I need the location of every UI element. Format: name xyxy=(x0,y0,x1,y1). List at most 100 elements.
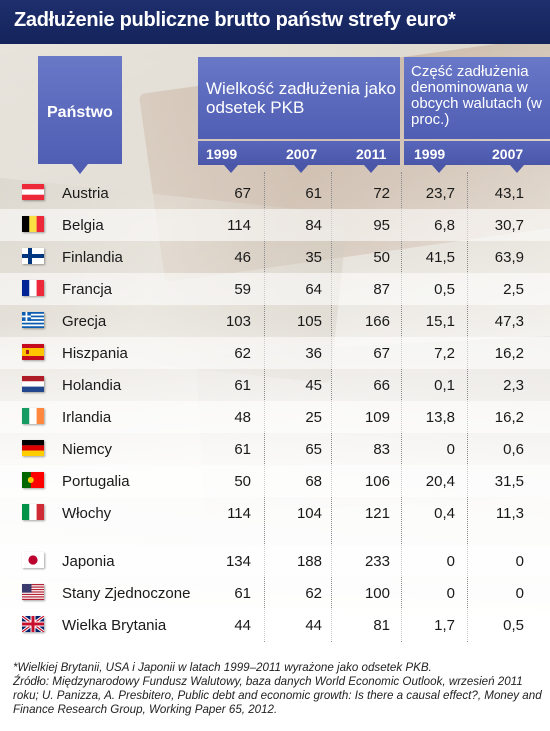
page-title: Zadłużenie publiczne brutto państw stref… xyxy=(0,0,550,44)
cell-debt-2011: 67 xyxy=(373,345,390,362)
cell-debt-2011: 50 xyxy=(373,249,390,266)
country-name: Portugalia xyxy=(62,473,130,490)
cell-fx-1999: 7,2 xyxy=(434,345,455,362)
cell-debt-2011: 166 xyxy=(364,313,390,330)
table-row: Irlandia 48 25 109 13,8 16,2 xyxy=(0,401,550,433)
netherlands-flag xyxy=(22,376,44,392)
cell-debt-2011: 95 xyxy=(373,217,390,234)
cell-fx-1999: 23,7 xyxy=(425,185,455,202)
country-name: Grecja xyxy=(62,313,107,330)
cell-fx-1999: 0,4 xyxy=(434,505,455,522)
country-name: Japonia xyxy=(62,553,115,570)
cell-fx-1999: 6,8 xyxy=(434,217,455,234)
cell-debt-1999: 114 xyxy=(227,217,251,234)
cell-debt-1999: 103 xyxy=(225,313,251,330)
fx-years-header: 1999 2007 xyxy=(404,141,550,173)
portugal-flag xyxy=(22,472,44,488)
cell-debt-2007: 104 xyxy=(296,505,322,522)
cell-debt-1999: 134 xyxy=(225,553,251,570)
table-row: Belgia 114 84 95 6,8 30,7 xyxy=(0,209,550,241)
cell-fx-2007: 0,5 xyxy=(503,617,524,634)
table-row: Austria 67 61 72 23,7 43,1 xyxy=(0,177,550,209)
country-name: Belgia xyxy=(62,217,104,234)
cell-debt-1999: 67 xyxy=(234,185,251,202)
cell-debt-2011: 233 xyxy=(364,553,390,570)
cell-fx-1999: 0 xyxy=(446,585,455,602)
cell-debt-2007: 84 xyxy=(305,217,322,234)
cell-debt-2011: 106 xyxy=(364,473,390,490)
cell-debt-2007: 68 xyxy=(305,473,322,490)
cell-fx-2007: 30,7 xyxy=(494,217,524,234)
cell-debt-2007: 105 xyxy=(296,313,322,330)
cell-fx-2007: 0 xyxy=(515,585,524,602)
footnote: *Wielkiej Brytanii, USA i Japonii w lata… xyxy=(13,661,543,717)
cell-debt-2007: 61 xyxy=(305,185,322,202)
cell-debt-1999: 114 xyxy=(227,505,251,522)
cell-fx-1999: 41,5 xyxy=(425,249,455,266)
cell-fx-2007: 63,9 xyxy=(494,249,524,266)
country-name: Holandia xyxy=(62,377,122,394)
france-flag xyxy=(22,280,44,296)
cell-debt-2007: 65 xyxy=(305,441,322,458)
footnote-source: Źródło: Międzynarodowy Fundusz Walutowy,… xyxy=(13,675,542,716)
belgium-flag xyxy=(22,216,44,232)
cell-fx-1999: 0,1 xyxy=(434,377,455,394)
country-column-header: Państwo xyxy=(38,56,122,174)
cell-debt-1999: 61 xyxy=(234,441,251,458)
table-row: Niemcy 61 65 83 0 0,6 xyxy=(0,433,550,465)
country-name: Hiszpania xyxy=(62,345,128,362)
cell-debt-1999: 50 xyxy=(234,473,251,490)
table-row: Hiszpania 62 36 67 7,2 16,2 xyxy=(0,337,550,369)
year-header: 2007 xyxy=(492,146,524,162)
table-row: Japonia 134 188 233 0 0 xyxy=(0,545,550,577)
table-row: Finlandia 46 35 50 41,5 63,9 xyxy=(0,241,550,273)
cell-fx-2007: 11,3 xyxy=(495,505,524,522)
japan-flag xyxy=(22,552,44,568)
country-name: Francja xyxy=(62,281,113,298)
cell-debt-2007: 62 xyxy=(305,585,322,602)
italy-flag xyxy=(22,504,44,520)
cell-debt-1999: 44 xyxy=(234,617,251,634)
cell-debt-2007: 64 xyxy=(305,281,322,298)
cell-debt-2007: 45 xyxy=(305,377,322,394)
cell-debt-2011: 83 xyxy=(373,441,390,458)
cell-debt-2011: 66 xyxy=(373,377,390,394)
year-header: 2011 xyxy=(356,146,387,162)
cell-fx-1999: 0 xyxy=(446,441,455,458)
fx-group-label: Część zadłużenia denominowana w obcych w… xyxy=(411,63,542,128)
ireland-flag xyxy=(22,408,44,424)
country-header-label: Państwo xyxy=(47,104,113,121)
debt-years-header: 1999 2007 2011 xyxy=(198,141,400,173)
year-header: 1999 xyxy=(414,146,446,162)
cell-fx-2007: 0,6 xyxy=(503,441,524,458)
country-name: Austria xyxy=(62,185,109,202)
country-name: Włochy xyxy=(62,505,112,522)
cell-debt-2011: 100 xyxy=(364,585,390,602)
austria-flag xyxy=(22,184,44,200)
cell-fx-2007: 2,5 xyxy=(503,281,524,298)
greece-flag xyxy=(22,312,44,328)
finland-flag xyxy=(22,248,44,264)
cell-fx-2007: 47,3 xyxy=(494,313,524,330)
cell-debt-1999: 48 xyxy=(234,409,251,426)
cell-fx-2007: 43,1 xyxy=(494,185,524,202)
debt-group-label: Wielkość zadłużenia jako odsetek PKB xyxy=(206,79,396,117)
table-row: Portugalia 50 68 106 20,4 31,5 xyxy=(0,465,550,497)
cell-fx-1999: 20,4 xyxy=(425,473,455,490)
footnote-note: *Wielkiej Brytanii, USA i Japonii w lata… xyxy=(13,661,432,674)
cell-debt-2011: 87 xyxy=(373,281,390,298)
cell-debt-1999: 59 xyxy=(234,281,251,298)
country-name: Irlandia xyxy=(62,409,112,426)
cell-debt-2007: 36 xyxy=(305,345,322,362)
cell-debt-1999: 61 xyxy=(234,585,251,602)
cell-fx-2007: 31,5 xyxy=(494,473,524,490)
cell-debt-2011: 121 xyxy=(364,505,390,522)
country-name: Stany Zjednoczone xyxy=(62,585,191,602)
cell-debt-1999: 61 xyxy=(234,377,251,394)
table-row: Stany Zjednoczone 61 62 100 0 0 xyxy=(0,577,550,609)
cell-fx-2007: 16,2 xyxy=(494,409,524,426)
cell-fx-1999: 15,1 xyxy=(425,313,455,330)
table-row: Włochy 114 104 121 0,4 11,3 xyxy=(0,497,550,529)
uk-flag xyxy=(22,616,44,632)
cell-fx-1999: 1,7 xyxy=(434,617,455,634)
